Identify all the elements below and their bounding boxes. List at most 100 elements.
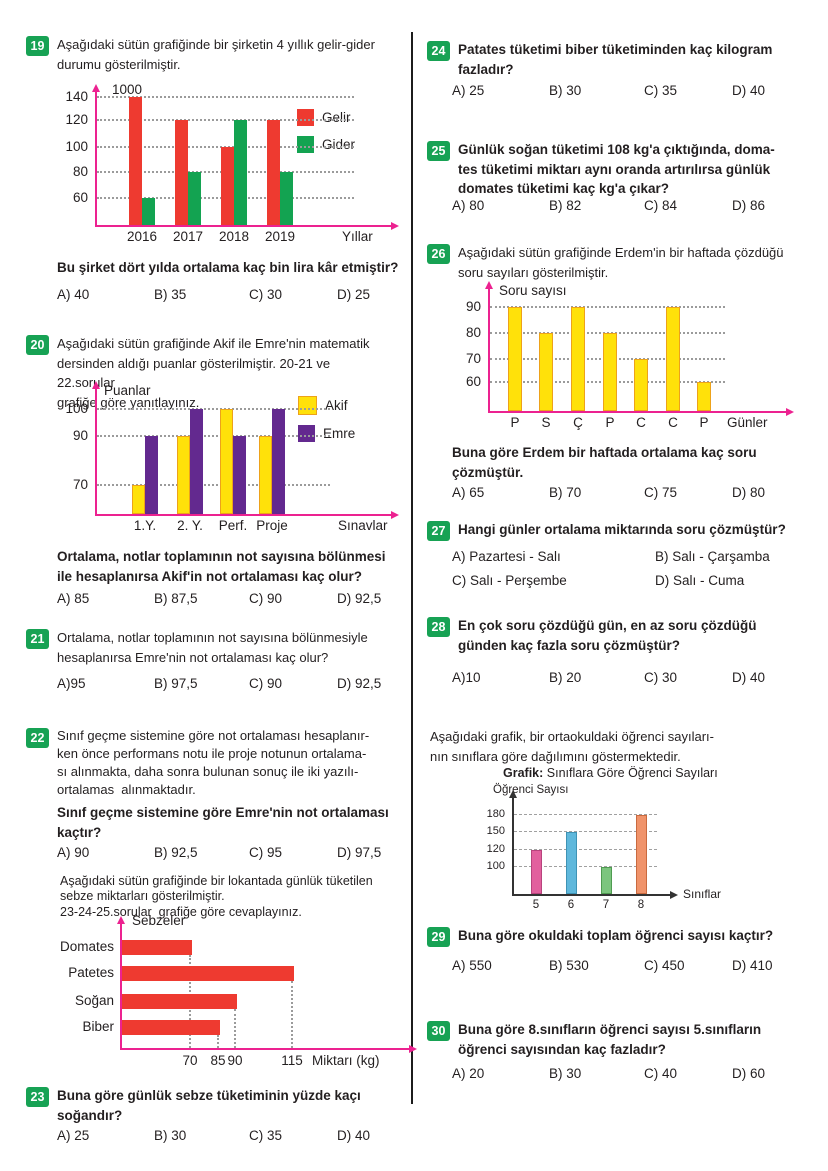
option-d: D) 60: [732, 1066, 766, 1081]
y-tick-label: 180: [486, 808, 505, 821]
axis-arrow-right-icon: [391, 511, 399, 519]
x-category-label: Perf.: [218, 518, 248, 533]
y-axis-title: Öğrenci Sayısı: [493, 784, 569, 796]
option-b: B) 30: [154, 1128, 187, 1143]
question-number-badge: 23: [26, 1087, 49, 1107]
question-number-badge: 28: [427, 617, 450, 637]
bar-ç: [571, 307, 585, 411]
x-category-label: P: [699, 415, 709, 430]
answer-options: A) 25 B) 30 C) 35 D) 40: [452, 83, 797, 98]
bar-6: [565, 832, 577, 894]
question-block-20: 20 Aşağıdaki sütün grafiğinde Akif ile E…: [26, 334, 390, 412]
y-tick-label: 70: [72, 476, 88, 492]
y-tick-label: 90: [465, 298, 481, 314]
y-tick-label: 100: [65, 400, 88, 416]
x-category-label: 5: [532, 899, 540, 911]
chart-soru-sayisi: Soru sayısı Günler 90 80 70 60 P S Ç P C C P: [425, 281, 823, 435]
gridline: [234, 1009, 236, 1048]
x-tick-label: 85: [210, 1053, 226, 1068]
x-category-label: P: [605, 415, 615, 430]
option-a: A) 85: [57, 591, 90, 606]
bar-gider-2017: [188, 172, 201, 225]
answer-options: A)10 B) 20 C) 30 D) 40: [452, 670, 797, 685]
answer-options: A) Pazartesi - Salı B) Salı - Çarşamba C…: [452, 549, 814, 588]
legend-row-gider: Gider: [297, 136, 355, 153]
question-text: Buna göre okuldaki toplam öğrenci sayısı…: [458, 928, 774, 943]
option-c: C) 84: [644, 198, 678, 213]
answer-options: A) 65 B) 70 C) 75 D) 80: [452, 485, 797, 500]
answer-options: A) 90 B) 92,5 C) 95 D) 97,5: [57, 845, 402, 860]
option-c: C) 35: [644, 83, 678, 98]
y-axis-title: Sebzeler: [132, 913, 186, 928]
question-number-badge: 20: [26, 335, 49, 355]
y-axis: [512, 797, 514, 896]
question-text: Buna göre Erdem bir haftada ortalama kaç…: [452, 445, 757, 480]
option-c: C) 30: [249, 287, 283, 302]
axis-arrow-right-icon: [670, 891, 678, 899]
legend-row-emre: Emre: [298, 425, 355, 442]
legend-label-akif: Akif: [325, 398, 348, 413]
question-number-badge: 21: [26, 629, 49, 649]
x-category-label: 2016: [126, 229, 158, 244]
column-divider: [411, 32, 413, 1104]
question-block-30: 30 Buna göre 8.sınıfların öğrenci sayısı…: [427, 1020, 805, 1059]
legend-label-gider: Gider: [322, 137, 356, 152]
axis-arrow-right-icon: [409, 1045, 417, 1053]
gridline: [490, 306, 725, 308]
y-axis: [488, 288, 490, 413]
question-number-badge: 22: [26, 728, 49, 748]
bar-emre-perf.: [233, 436, 246, 514]
x-tick-label: 70: [182, 1053, 198, 1068]
chart-legend: Gelir Gider: [297, 109, 355, 153]
option-b: B) 82: [549, 198, 582, 213]
option-c: C) 35: [249, 1128, 283, 1143]
legend-swatch-emre: [298, 425, 315, 442]
legend-label-emre: Emre: [323, 426, 356, 441]
option-d: D) 97,5: [337, 845, 382, 860]
gridline: [97, 408, 330, 410]
option-b: B) 92,5: [154, 845, 198, 860]
bar-patetes: [122, 966, 294, 981]
chart-title: Grafik: Sınıflara Göre Öğrenci Sayıları: [503, 766, 718, 780]
gridline: [97, 96, 354, 98]
x-category-label: P: [510, 415, 520, 430]
option-c: C) 90: [249, 591, 283, 606]
y-axis: [95, 91, 97, 227]
question-number-badge: 26: [427, 244, 450, 264]
x-axis: [95, 514, 392, 516]
option-c: C) 75: [644, 485, 678, 500]
question-number-badge: 25: [427, 141, 450, 161]
x-axis-title: Günler: [727, 415, 768, 430]
question-block-23: 23 Buna göre günlük sebze tüketiminin yü…: [26, 1086, 390, 1125]
option-d: D) 92,5: [337, 676, 382, 691]
x-axis-title: Yıllar: [342, 229, 373, 244]
option-c: C) 95: [249, 845, 283, 860]
option-a: A) Pazartesi - Salı: [452, 549, 561, 564]
question-text: Buna göre günlük sebze tüketiminin yüzde…: [57, 1088, 361, 1123]
question-text: Buna göre 8.sınıfların öğrenci sayısı 5.…: [458, 1022, 762, 1057]
gridline: [97, 435, 330, 437]
bar-biber: [122, 1020, 220, 1035]
bar-domates: [122, 940, 192, 955]
gridline: [217, 1035, 219, 1048]
chart-intro: Aşağıdaki grafik, bir ortaokuldaki öğren…: [430, 729, 714, 764]
x-category-label: 7: [602, 899, 610, 911]
bar-gelir-2016: [129, 97, 142, 225]
bar-emre-1.y.: [145, 436, 158, 514]
question-block-25: 25 Günlük soğan tüketimi 108 kg'a çıktığ…: [427, 140, 805, 199]
y-category-label: Domates: [59, 939, 114, 954]
question-number-badge: 19: [26, 36, 49, 56]
question-block-19: 19 Aşağıdaki sütün grafiğinde bir şirket…: [26, 35, 390, 74]
answer-options: A) 80 B) 82 C) 84 D) 86: [452, 198, 797, 213]
question-number-badge: 30: [427, 1021, 450, 1041]
bar-emre-proje: [272, 409, 285, 514]
question-text: Günlük soğan tüketimi 108 kg'a çıktığınd…: [458, 142, 775, 197]
x-category-label: 1.Y.: [133, 518, 157, 533]
question-number-badge: 29: [427, 927, 450, 947]
question-block-22: 22 Sınıf geçme sistemine göre not ortala…: [26, 727, 390, 799]
option-a: A) 65: [452, 485, 485, 500]
chart-legend: Akif Emre: [298, 396, 355, 442]
bar-s: [539, 333, 553, 411]
legend-label-gelir: Gelir: [322, 110, 351, 125]
